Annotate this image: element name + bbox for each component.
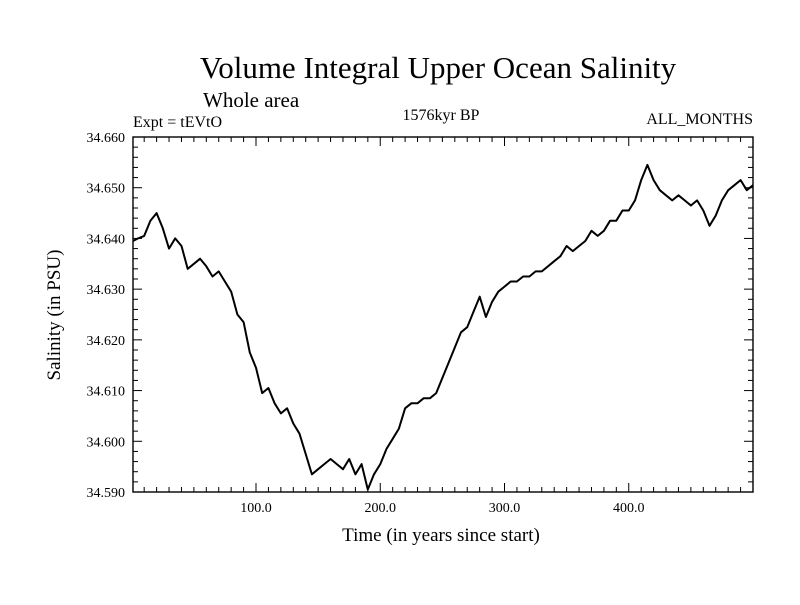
x-tick-label: 200.0 (365, 501, 397, 516)
period-label: 1576kyr BP (403, 107, 480, 124)
y-tick-label: 34.620 (87, 334, 126, 349)
y-tick-label: 34.590 (87, 486, 126, 501)
y-tick-label: 34.610 (87, 385, 126, 400)
chart-subtitle: Whole area (203, 88, 300, 112)
plot-frame (132, 136, 754, 493)
x-tick-label: 400.0 (613, 501, 645, 516)
x-tick-label: 100.0 (240, 501, 272, 516)
y-tick-label: 34.640 (87, 232, 126, 247)
y-tick-label: 34.650 (87, 182, 126, 197)
chart-title: Volume Integral Upper Ocean Salinity (200, 50, 677, 85)
x-axis-title: Time (in years since start) (342, 525, 540, 546)
y-tick-label: 34.630 (87, 283, 126, 298)
experiment-label: Expt = tEVtO (133, 114, 222, 131)
months-label: ALL_MONTHS (646, 111, 753, 128)
y-axis-title: Salinity (in PSU) (44, 250, 65, 381)
plot-area: 34.590 34.600 34.610 34.620 34.630 34.640 34.6… (87, 131, 754, 516)
series-line (132, 163, 754, 491)
y-tick-label: 34.660 (87, 131, 126, 146)
y-tick-label: 34.600 (87, 435, 126, 450)
x-tick-label: 300.0 (489, 501, 521, 516)
